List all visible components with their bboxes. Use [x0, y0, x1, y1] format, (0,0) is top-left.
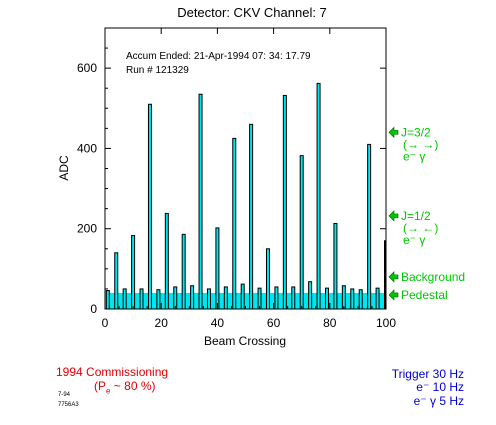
- bars-layer: [105, 82, 386, 310]
- x-tick-label-20: 20: [155, 316, 169, 330]
- marker-arrow-2: [388, 271, 399, 283]
- bar-79: [324, 287, 329, 310]
- bar-13: [139, 288, 144, 310]
- y-axis-label: ADC: [57, 155, 71, 181]
- bar-34: [198, 93, 203, 310]
- marker-label-0-0: J=3/2: [401, 125, 431, 139]
- x-tick-label-0: 0: [102, 316, 109, 330]
- polarization-value: ~ 80 %): [113, 379, 156, 393]
- bar-37: [206, 288, 211, 310]
- bar-28: [181, 233, 186, 310]
- bar-31: [190, 285, 195, 310]
- bar-22: [164, 212, 169, 310]
- marker-label-3-0: Pedestal: [401, 288, 448, 302]
- figure-code-1: 7-94: [58, 392, 71, 398]
- bar-94: [367, 143, 372, 310]
- marker-label-1-0: J=1/2: [401, 209, 431, 223]
- bar-25: [173, 286, 178, 310]
- x-tick-label-40: 40: [211, 316, 225, 330]
- bar-7: [122, 288, 127, 310]
- bar-82: [333, 222, 338, 310]
- trigger-line-1: Trigger 30 Hz: [391, 367, 464, 381]
- figure-code-2: 7756A3: [58, 402, 79, 408]
- bar-4: [114, 252, 119, 310]
- bar-67: [291, 286, 296, 310]
- y-tick-label-0: 0: [90, 302, 97, 316]
- polarization-label: (Pe ~ 80 %): [94, 379, 156, 395]
- polarization-sub: e: [106, 386, 111, 396]
- bar-19: [156, 289, 161, 310]
- accum-annotation: Accum Ended: 21-Apr-1994 07: 34: 17.79: [126, 51, 311, 62]
- bar-55: [257, 287, 262, 310]
- bar-73: [308, 281, 313, 310]
- bar-46: [232, 137, 237, 310]
- run-annotation: Run # 121329: [126, 65, 189, 76]
- marker-label-1-2: e⁻ γ: [403, 233, 425, 247]
- markers-layer: J=3/2(→ →)e⁻ γJ=1/2(→ ←)e⁻ γBackgroundPe…: [388, 125, 465, 302]
- marker-arrow-1: [388, 210, 399, 222]
- ticks-layer: 0 20 40 60 80 100 0 200 400 600: [77, 27, 396, 330]
- bar-76: [316, 82, 321, 310]
- bar-16: [147, 103, 152, 310]
- bar-88: [350, 288, 355, 310]
- marker-label-0-2: e⁻ γ: [403, 149, 425, 163]
- bar-85: [341, 285, 346, 310]
- marker-label-2-0: Background: [401, 270, 465, 284]
- marker-arrow-0: [388, 126, 399, 139]
- x-tick-label-60: 60: [267, 316, 281, 330]
- x-tick-label-100: 100: [376, 316, 396, 330]
- bar-61: [274, 286, 279, 310]
- commissioning-label: 1994 Commissioning: [56, 365, 169, 379]
- marker-label-0-1: (→ →): [403, 137, 438, 151]
- bar-40: [215, 227, 220, 310]
- bar-1: [105, 290, 110, 310]
- polarization-open: (P: [94, 379, 106, 393]
- bar-10: [131, 235, 136, 310]
- y-tick-label-600: 600: [77, 61, 97, 75]
- bar-58: [265, 248, 270, 310]
- bar-43: [223, 286, 228, 310]
- bar-100: [384, 240, 386, 310]
- marker-arrow-3: [388, 289, 399, 301]
- bar-70: [299, 155, 304, 310]
- bar-64: [282, 94, 287, 310]
- x-tick-label-80: 80: [323, 316, 337, 330]
- bar-97: [375, 287, 380, 310]
- chart-title: Detector: CKV Channel: 7: [177, 5, 327, 20]
- y-tick-label-200: 200: [77, 222, 97, 236]
- y-tick-label-400: 400: [77, 141, 97, 155]
- bar-91: [358, 289, 363, 310]
- trigger-line-3: e⁻ γ 5 Hz: [413, 394, 464, 408]
- trigger-line-2: e⁻ 10 Hz: [416, 380, 464, 394]
- x-axis-label: Beam Crossing: [204, 334, 286, 348]
- bar-52: [249, 123, 254, 310]
- bar-49: [240, 283, 245, 310]
- marker-label-1-1: (→ ←): [403, 221, 438, 235]
